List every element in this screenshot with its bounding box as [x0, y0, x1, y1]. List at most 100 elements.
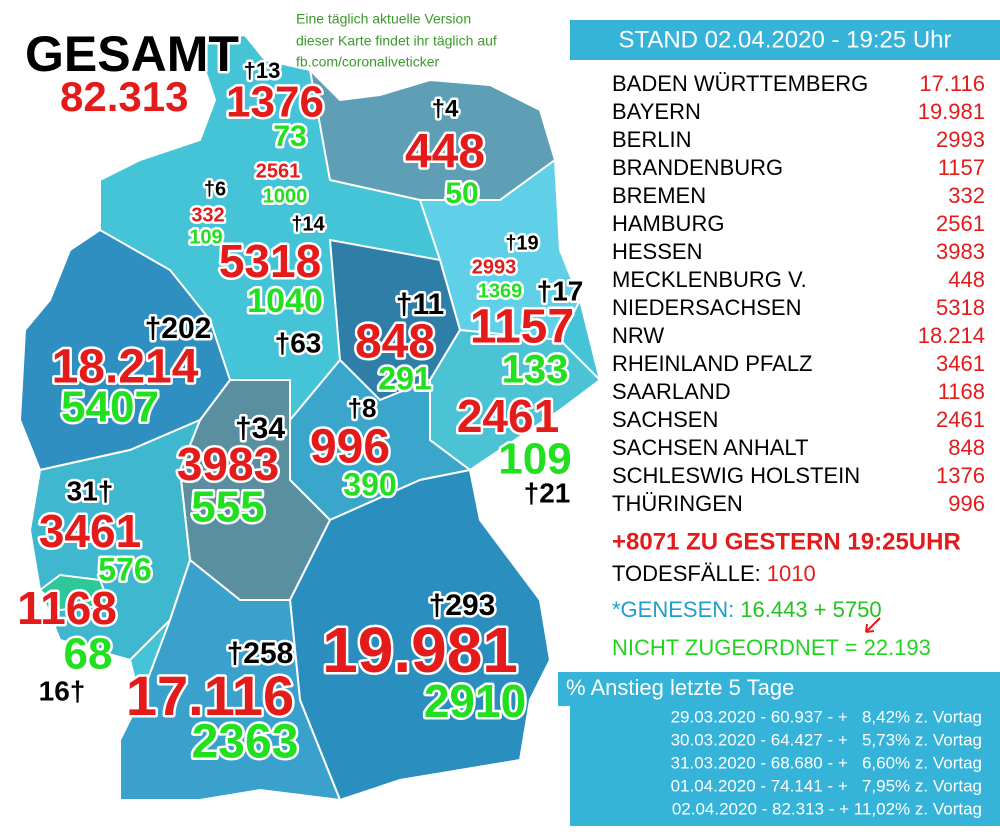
deaths-label: †63	[275, 327, 322, 358]
cases-label: 5318	[219, 235, 321, 287]
deaths-label: †13	[244, 58, 281, 83]
state-name: SCHLESWIG HOLSTEIN	[612, 463, 860, 488]
deaths-label: †19	[505, 232, 538, 254]
note-line: Eine täglich aktuelle Version	[296, 11, 471, 27]
cases-label: 2461	[457, 390, 559, 442]
cases-label: 1168	[17, 582, 117, 634]
state-name: SACHSEN	[612, 407, 718, 432]
stand: STAND 02.04.2020 - 19:25 Uhr	[618, 26, 951, 53]
state-name: BREMEN	[612, 183, 706, 208]
cases-label: 996	[310, 421, 390, 474]
cases-label: 2561	[256, 160, 301, 182]
cases-label: 3461	[39, 505, 141, 557]
state-name: MECKLENBURG V.	[612, 267, 807, 292]
deaths-label: †14	[291, 213, 325, 235]
total: 82.313	[60, 73, 188, 120]
region-shape	[119, 558, 342, 802]
recovered-label: 5407	[61, 383, 159, 432]
cases-label: 19.981	[322, 614, 518, 686]
recovered-label: 2910	[424, 675, 526, 727]
region-shape	[38, 573, 112, 612]
deaths-label: †258	[227, 637, 294, 670]
cases-label: 1157	[470, 301, 574, 354]
recovered-label: 291	[378, 360, 431, 396]
deaths-label: †34	[235, 412, 285, 445]
stand-bar	[570, 20, 1000, 60]
state-cases: 2561	[936, 211, 985, 236]
map-labels: †13137673†44485025611000†6332109†1453181…	[15, 55, 586, 771]
recovered-label: 1369	[478, 280, 523, 302]
state-cases: 448	[948, 267, 985, 292]
state-name: THÜRINGEN	[612, 491, 743, 516]
deaths-label: 16†	[39, 675, 86, 706]
recovered-label: 576	[98, 551, 151, 587]
state-name: SACHSEN ANHALT	[612, 435, 808, 460]
cases-label: 448	[405, 126, 485, 179]
deaths-label: †17	[537, 275, 584, 306]
state-name: NRW	[612, 323, 664, 348]
arrow	[865, 617, 881, 633]
state-cases: 3983	[936, 239, 985, 264]
growth-table: 29.03.2020 - 60.937 - + 8,42% z. Vortag 3…	[671, 707, 982, 818]
deaths-line: TODESFÄLLE: 1010	[612, 561, 816, 586]
state-cases: 3461	[936, 351, 985, 376]
note-line: dieser Karte findet ihr täglich auf	[296, 33, 497, 49]
growth-bar	[558, 672, 1000, 706]
recovered-label: 50	[445, 177, 478, 210]
state-cases: 848	[948, 435, 985, 460]
note-line: fb.com/coronaliveticker	[296, 54, 440, 70]
deaths-label: †8	[348, 393, 377, 423]
title: GESAMT	[25, 26, 239, 82]
increase: +8071 ZU GESTERN 19:25UHR	[612, 528, 961, 555]
growth-box	[570, 706, 1000, 826]
map	[18, 33, 602, 802]
deaths-label: †202	[145, 312, 212, 345]
cases-label: 18.214	[52, 341, 199, 394]
state-name: BAYERN	[612, 99, 701, 124]
state-name: RHEINLAND PFALZ	[612, 351, 813, 376]
growth-row: 31.03.2020 - 68.680 - + 6,60% z. Vortag	[671, 753, 982, 772]
state-cases: 19.981	[918, 99, 985, 124]
recovered-label: 555	[191, 483, 264, 532]
state-table: BADEN WÜRTTEMBERG 17.116 BAYERN 19.981 BERLI…	[612, 71, 985, 516]
recovered-label: 1000	[263, 185, 308, 207]
recovered-label: 109	[189, 226, 222, 248]
cases-label: 332	[191, 204, 224, 226]
state-name: HESSEN	[612, 239, 702, 264]
deaths-value: 1010	[767, 561, 816, 586]
growth-row: 01.04.2020 - 74.141 - + 7,95% z. Vortag	[671, 776, 982, 795]
state-name: BRANDENBURG	[612, 155, 783, 180]
state-cases: 2993	[936, 127, 985, 152]
recovered-value: 16.443 + 5750	[740, 597, 881, 622]
deaths-label: 31†	[67, 475, 114, 506]
growth-row: 29.03.2020 - 60.937 - + 8,42% z. Vortag	[671, 707, 982, 726]
recovered-label: *GENESEN:	[612, 597, 734, 622]
recovered-label: 2363	[192, 716, 299, 769]
state-cases: 17.116	[919, 71, 985, 96]
state-name: NIEDERSACHSEN	[612, 295, 801, 320]
growth-title: % Anstieg letzte 5 Tage	[566, 675, 794, 700]
state-cases: 1157	[938, 155, 985, 180]
deaths-label: TODESFÄLLE:	[612, 561, 761, 586]
deaths-label: †293	[429, 589, 496, 622]
deaths-label: †21	[524, 477, 571, 508]
recovered-label: 73	[273, 120, 306, 153]
cases-label: 1376	[226, 78, 324, 127]
cases-label: 17.116	[126, 664, 294, 727]
growth-row: 30.03.2020 - 64.427 - + 5,73% z. Vortag	[671, 730, 982, 749]
growth-row: 02.04.2020 - 82.313 - + 11,02% z. Vortag	[672, 799, 982, 818]
recovered-label: 109	[498, 435, 571, 484]
deaths-label: †4	[432, 95, 459, 122]
recovered-label: 1040	[247, 282, 323, 320]
state-cases: 1376	[936, 463, 985, 488]
state-cases: 18.214	[918, 323, 985, 348]
recovered-label: 390	[343, 466, 396, 502]
cases-label: 848	[355, 316, 435, 369]
state-name: HAMBURG	[612, 211, 724, 236]
state-cases: 5318	[936, 295, 985, 320]
state-cases: 332	[948, 183, 985, 208]
region-shape	[18, 228, 232, 472]
state-cases: 996	[948, 491, 985, 516]
state-name: BADEN WÜRTTEMBERG	[612, 71, 868, 96]
